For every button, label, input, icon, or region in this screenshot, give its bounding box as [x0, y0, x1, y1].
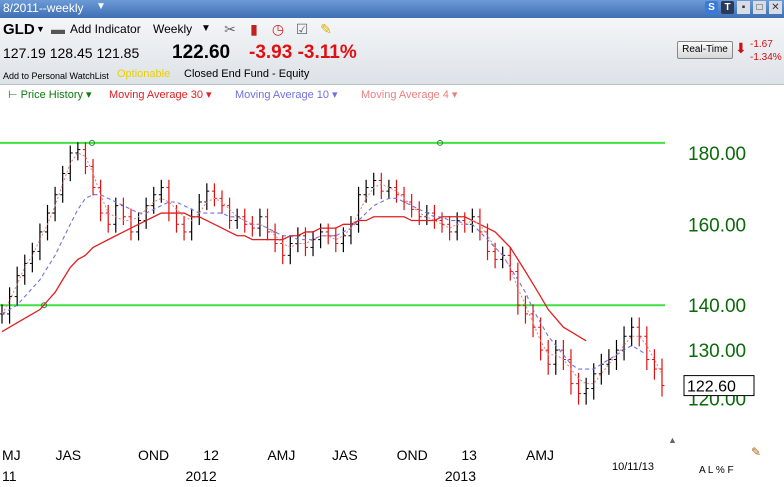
x-tick-label: 12: [203, 447, 219, 463]
x-tick-label: JAS: [332, 447, 358, 463]
maximize-icon[interactable]: □: [753, 1, 766, 14]
fund-type-label: Closed End Fund - Equity: [184, 68, 310, 80]
x-tick-label: OND: [397, 447, 428, 463]
quote-ohl: 127.19 128.45 121.85: [3, 45, 139, 61]
x-year-label: 2013: [445, 468, 476, 484]
x-year-label: 11: [2, 468, 17, 484]
realtime-change: -1.67 -1.34%: [750, 38, 782, 64]
quote-change-pct: -3.11%: [297, 42, 357, 63]
alarm-clock-icon[interactable]: ◷: [271, 21, 285, 37]
window-title: 8/2011--weekly: [3, 1, 84, 15]
legend-price[interactable]: ⊢ Price History ▾: [8, 89, 92, 101]
line-anchor-point: [41, 302, 47, 309]
x-tick-label: JAS: [55, 447, 81, 463]
window-buttons: S T ▪ □ ✕: [705, 1, 782, 14]
interval-select[interactable]: Weekly: [153, 22, 193, 36]
legend-ma10-label: Moving Average 10: [235, 89, 329, 101]
ma30-line: [1, 212, 587, 342]
x-tick-label: AMJ: [267, 447, 295, 463]
quote-last: 122.60: [172, 42, 231, 63]
window-title-bar: 8/2011--weekly ▼ S T ▪ □ ✕: [0, 0, 784, 18]
line-anchor-point: [89, 139, 95, 146]
chevron-down-icon[interactable]: ▼: [96, 1, 106, 12]
down-arrow-icon: ⬇: [735, 40, 747, 56]
realtime-button[interactable]: Real-Time: [677, 41, 733, 59]
save-icon[interactable]: ▪: [737, 1, 750, 14]
symbol-label[interactable]: GLD: [3, 21, 35, 38]
x-year-label: 2012: [185, 468, 216, 484]
printer-icon[interactable]: ▬: [51, 21, 65, 37]
s-icon[interactable]: S: [705, 1, 718, 14]
legend-ma4[interactable]: Moving Average 4 ▾: [361, 89, 458, 101]
last-price-label: 122.60: [687, 379, 736, 396]
realtime-change-value: -1.67: [750, 39, 773, 50]
ma4-line: [1, 152, 663, 385]
current-date-label: 10/11/13: [612, 461, 654, 473]
quote-change: -3.93 -3.11%: [249, 42, 357, 64]
legend-ma30-label: Moving Average 30: [109, 89, 203, 101]
quote-high: 128.45: [49, 45, 93, 61]
y-tick-label: 160.00: [688, 215, 746, 236]
legend-ma4-label: Moving Average 4: [361, 89, 449, 101]
toolbar: GLD ▼ ▬ Add Indicator Weekly ▼ ✂ ▮ ◷ ☑ ✎…: [0, 18, 784, 85]
realtime-change-pct: -1.34%: [750, 52, 782, 63]
legend-ma10[interactable]: Moving Average 10 ▾: [235, 89, 338, 101]
pdf-icon[interactable]: ✎: [751, 445, 762, 459]
last-price-box: [683, 375, 755, 397]
scroll-up-icon[interactable]: ▲: [668, 435, 677, 445]
y-tick-label: 130.00: [688, 341, 746, 362]
add-indicator-button[interactable]: Add Indicator: [70, 22, 141, 36]
x-tick-label: AMJ: [526, 447, 554, 463]
bar-chart-icon[interactable]: ▮: [250, 21, 258, 37]
legend-ma30[interactable]: Moving Average 30 ▾: [109, 89, 212, 101]
ma10-line: [1, 194, 648, 370]
bottom-tools[interactable]: A L % F: [699, 465, 734, 476]
interval-dropdown-icon[interactable]: ▼: [201, 23, 211, 34]
x-tick-label: MJ: [2, 447, 21, 463]
x-tick-label: OND: [138, 447, 169, 463]
tools-icon[interactable]: ✂: [224, 21, 236, 37]
checklist-icon[interactable]: ☑: [295, 21, 309, 37]
y-tick-label: 180.00: [688, 144, 746, 165]
optionable-label: Optionable: [117, 68, 171, 80]
x-tick-label: 13: [461, 447, 477, 463]
legend-price-label: Price History: [20, 89, 83, 101]
y-tick-label: 140.00: [688, 296, 746, 317]
note-icon[interactable]: ✎: [320, 21, 332, 37]
close-icon[interactable]: ✕: [769, 1, 782, 14]
quote-low: 121.85: [96, 45, 140, 61]
t-icon[interactable]: T: [721, 1, 734, 14]
symbol-dropdown-icon[interactable]: ▼: [36, 24, 45, 34]
add-watchlist-link[interactable]: Add to Personal WatchList: [3, 71, 109, 81]
quote-open: 127.19: [3, 45, 46, 61]
line-anchor-point: [437, 139, 443, 146]
quote-change-value: -3.93: [249, 42, 293, 63]
